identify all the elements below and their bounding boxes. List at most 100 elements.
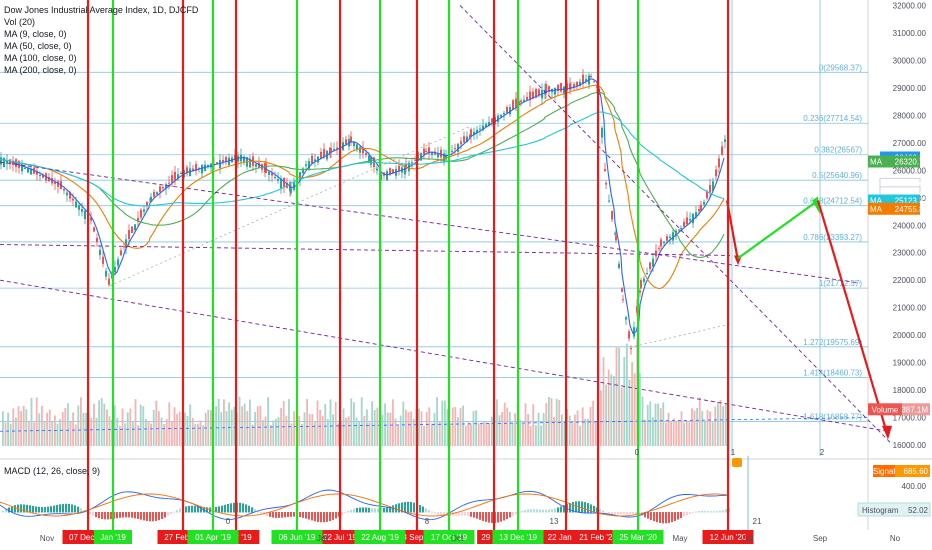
candle-body — [57, 181, 59, 187]
candle-body — [672, 232, 674, 241]
candle-body — [159, 186, 161, 192]
macd-histogram-bar — [497, 512, 499, 523]
x-axis-label: Nov — [40, 534, 54, 543]
macd-histogram-bar — [116, 512, 118, 519]
volume-bar — [329, 399, 332, 446]
macd-histogram-bar — [398, 503, 400, 513]
price-axis-tick: 24000.00 — [893, 221, 927, 230]
macd-histogram-bar — [314, 512, 316, 522]
volume-bar — [459, 408, 462, 446]
volume-bar — [368, 422, 371, 446]
volume-bar — [345, 417, 347, 446]
indicator-ma200[interactable]: MA (200, close, 0) — [4, 65, 77, 75]
volume-bar — [704, 421, 706, 446]
indicator-vol[interactable]: Vol (20) — [4, 17, 36, 27]
volume-bar — [256, 406, 259, 446]
candle-body — [0, 157, 2, 165]
volume-bar — [626, 343, 628, 446]
candle-body — [463, 136, 465, 143]
volume-bar — [386, 412, 389, 446]
candle-body — [404, 165, 406, 175]
volume-bar — [189, 404, 191, 446]
candle-body — [709, 185, 711, 193]
candle-body — [611, 211, 613, 220]
volume-bar — [100, 398, 103, 446]
price-tag-prefix-label: MA — [870, 158, 883, 167]
volume-bar — [389, 412, 392, 446]
macd-histogram-bar — [665, 512, 667, 524]
candle-body — [482, 125, 484, 131]
volume-bar — [327, 419, 329, 446]
macd-histogram-bar — [62, 503, 64, 513]
macd-histogram-bar — [401, 502, 403, 513]
price-tag — [884, 202, 920, 215]
macd-histogram-bar — [290, 512, 292, 517]
candle-body — [700, 204, 702, 211]
candle-body — [171, 175, 173, 183]
volume-bar — [418, 408, 420, 446]
ma9-line — [0, 78, 725, 335]
volume-bar — [631, 362, 633, 446]
candle-body — [601, 128, 603, 138]
volume-bar — [633, 373, 636, 446]
volume-bar — [615, 346, 618, 446]
candle-body — [703, 201, 705, 205]
volume-bar — [399, 415, 402, 446]
macd-histogram-bar — [710, 511, 712, 513]
macd-histogram-bar — [335, 512, 337, 519]
candle-body — [386, 171, 388, 181]
macd-histogram-bar — [488, 512, 490, 523]
fib-level-label: 1(21712.57) — [819, 279, 862, 288]
signal-tag — [873, 465, 895, 477]
macd-histogram-bar — [329, 512, 331, 522]
volume-bar — [696, 407, 698, 446]
volume-bar — [41, 405, 43, 446]
macd-histogram-bar — [557, 507, 559, 513]
price-axis-tick: 26000.00 — [893, 166, 927, 175]
macd-histogram-bar — [299, 512, 301, 518]
volume-bar — [230, 409, 233, 446]
chart-title: Dow Jones Industrial Average Index, 1D, … — [4, 5, 199, 15]
candle-body — [515, 98, 517, 108]
candle-body — [108, 278, 110, 285]
price-axis-tick: 19000.00 — [893, 359, 927, 368]
candle-body — [640, 279, 642, 288]
candle-body — [186, 167, 188, 174]
candle-body — [622, 299, 624, 301]
volume-bar — [407, 412, 410, 446]
candle-body — [198, 168, 200, 170]
macd-histogram-bar — [248, 505, 250, 513]
candle-body — [48, 177, 50, 182]
macd-histogram-bar — [107, 512, 109, 520]
volume-bar — [620, 387, 623, 446]
candle-body — [529, 91, 531, 101]
macd-histogram-bar — [38, 506, 40, 513]
x-axis-label: Sep — [813, 534, 828, 543]
volume-bar — [724, 403, 727, 446]
green-marker-badge — [423, 530, 475, 544]
volume-bar — [464, 425, 467, 446]
macd-histogram-bar — [155, 512, 157, 521]
volume-bar — [74, 424, 77, 446]
indicator-ma50[interactable]: MA (50, close, 0) — [4, 41, 72, 51]
volume-bar — [659, 408, 662, 446]
macd-histogram-bar — [50, 506, 52, 513]
candle-body — [666, 236, 668, 241]
volume-bar — [30, 397, 33, 446]
x-axis-label: Oct — [451, 534, 464, 543]
candle-body — [165, 184, 167, 189]
candle-body — [274, 177, 276, 179]
macd-histogram-bar — [95, 512, 97, 518]
volume-bar — [366, 409, 368, 446]
volume-bar — [714, 406, 717, 446]
volume-bar — [228, 402, 230, 446]
candle-body — [117, 259, 119, 266]
macd-legend[interactable]: MACD (12, 26, close, 9) — [4, 466, 101, 476]
macd-histogram-bar — [491, 512, 493, 523]
candle-body — [724, 139, 726, 142]
indicator-ma9[interactable]: MA (9, close, 0) — [4, 29, 67, 39]
volume-bar — [685, 420, 688, 446]
indicator-ma100[interactable]: MA (100, close, 0) — [4, 53, 77, 63]
red-marker-badge — [702, 530, 754, 544]
